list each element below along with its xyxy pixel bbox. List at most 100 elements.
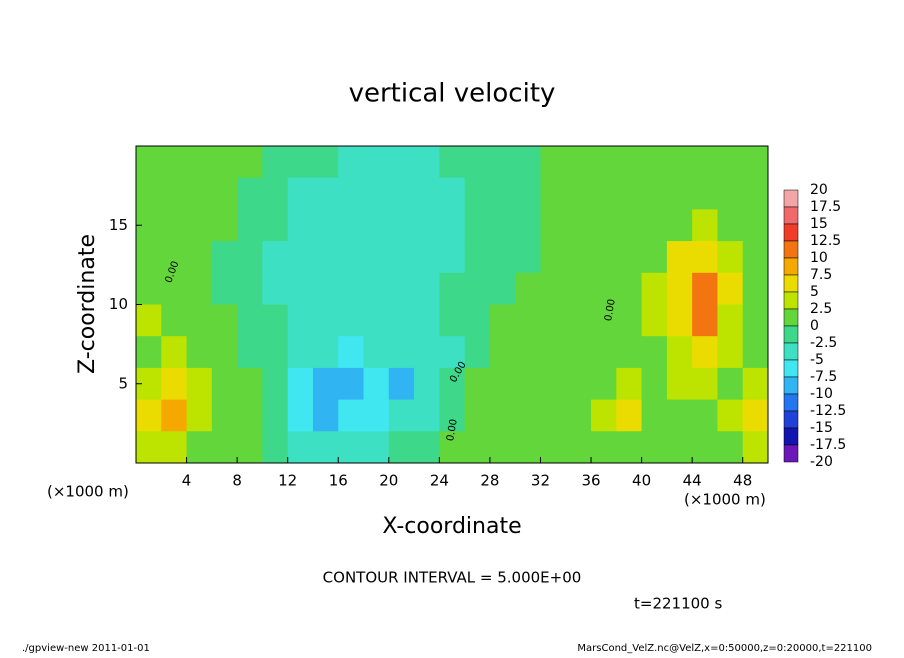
heatmap-cell — [186, 304, 213, 337]
heatmap-cell — [641, 209, 668, 242]
colorbar-label: -17.5 — [810, 437, 846, 453]
heatmap-cell — [540, 336, 567, 369]
heatmap-cell — [591, 367, 617, 401]
heatmap-cell — [363, 209, 390, 242]
heatmap-cell — [464, 304, 491, 337]
heatmap-cell — [515, 431, 541, 464]
heatmap-cell — [136, 336, 162, 369]
heatmap-cell — [565, 336, 592, 369]
heatmap-cell — [591, 272, 617, 305]
heatmap-cell — [287, 146, 314, 179]
x-tick-label: 48 — [733, 472, 752, 490]
colorbar-swatch — [783, 376, 799, 395]
heatmap-cell — [388, 146, 415, 179]
colorbar-label: -5 — [810, 352, 824, 368]
colorbar-label: 7.5 — [810, 267, 832, 283]
heatmap-cell — [666, 146, 693, 179]
heatmap-cell — [186, 209, 213, 242]
heatmap-cell — [591, 336, 617, 369]
heatmap-cell — [439, 367, 466, 401]
heatmap-cell — [742, 272, 769, 305]
heatmap-cell — [666, 367, 693, 401]
heatmap-cell — [237, 304, 263, 337]
heatmap-cell — [489, 241, 516, 274]
x-tick-label: 12 — [278, 472, 297, 490]
heatmap-cell — [489, 177, 516, 210]
heatmap-cell — [237, 431, 263, 464]
heatmap-cell — [237, 367, 263, 401]
heatmap-cell — [237, 209, 263, 242]
x-tick-label: 44 — [683, 472, 702, 490]
heatmap-cell — [211, 272, 238, 305]
heatmap-cell — [717, 272, 744, 305]
heatmap-cell — [489, 336, 516, 369]
heatmap-cell — [388, 272, 415, 305]
heatmap-cell — [287, 304, 314, 337]
heatmap-cell — [717, 304, 744, 337]
heatmap-cell — [338, 241, 365, 274]
colorbar-swatch — [783, 427, 799, 446]
heatmap-cell — [312, 304, 339, 337]
heatmap-cell — [540, 241, 567, 274]
heatmap-cell — [692, 241, 718, 274]
heatmap-cell — [161, 399, 188, 432]
heatmap-cell — [641, 272, 668, 305]
heatmap-cell — [338, 431, 365, 464]
heatmap-cell — [641, 399, 668, 432]
heatmap-cell — [717, 367, 744, 401]
heatmap-cell — [565, 241, 592, 274]
colorbar-label: 17.5 — [810, 199, 841, 215]
heatmap-cell — [540, 146, 567, 179]
heatmap-cell — [338, 177, 365, 210]
heatmap-cell — [287, 431, 314, 464]
heatmap-cell — [641, 431, 668, 464]
y-tick-label: 15 — [109, 216, 128, 234]
heatmap-cell — [565, 367, 592, 401]
heatmap-cell — [692, 272, 718, 305]
heatmap-cell — [312, 367, 339, 401]
heatmap-cell — [287, 272, 314, 305]
heatmap-cell — [237, 146, 263, 179]
heatmap-cell — [211, 367, 238, 401]
heatmap-cell — [186, 241, 213, 274]
heatmap-cell — [742, 209, 769, 242]
heatmap-cell — [186, 431, 213, 464]
heatmap-cell — [262, 367, 289, 401]
heatmap-cell — [616, 209, 643, 242]
heatmap-cell — [565, 431, 592, 464]
heatmap-cell — [742, 241, 769, 274]
colorbar-label: 10 — [810, 250, 828, 266]
colorbar-swatch — [783, 342, 799, 361]
heatmap-cell — [363, 241, 390, 274]
heatmap-cell — [540, 431, 567, 464]
heatmap-cell — [312, 336, 339, 369]
heatmap-cell — [388, 304, 415, 337]
heatmap-cell — [414, 431, 440, 464]
heatmap-cell — [237, 336, 263, 369]
heatmap-cell — [742, 336, 769, 369]
colorbar-swatch — [783, 274, 799, 293]
colorbar-label: 5 — [810, 284, 819, 300]
x-tick-label: 4 — [182, 472, 192, 490]
heatmap-cell — [565, 146, 592, 179]
heatmap-cell — [616, 367, 643, 401]
heatmap-cell — [287, 241, 314, 274]
heatmap-cell — [338, 304, 365, 337]
x-tick-label: 36 — [581, 472, 600, 490]
colorbar-swatch — [783, 393, 799, 412]
heatmap-cell — [439, 241, 466, 274]
heatmap-cell — [692, 399, 718, 432]
heatmap-cell — [161, 304, 188, 337]
x-tick-label: 32 — [531, 472, 550, 490]
heatmap-cell — [464, 431, 491, 464]
heatmap-cell — [489, 209, 516, 242]
heatmap-cell — [414, 146, 440, 179]
heatmap-cell — [591, 209, 617, 242]
heatmap-cell — [464, 146, 491, 179]
heatmap-cell — [136, 177, 162, 210]
heatmap-cell — [591, 399, 617, 432]
heatmap-cell — [439, 146, 466, 179]
heatmap-cell — [338, 399, 365, 432]
heatmap-cell — [591, 146, 617, 179]
